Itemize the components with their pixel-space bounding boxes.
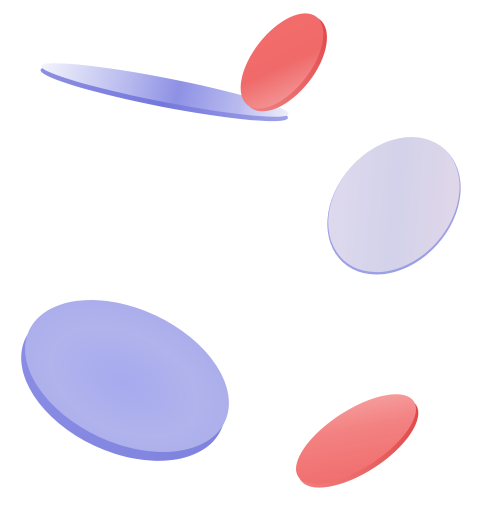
upper-red-disc xyxy=(240,13,327,112)
large-blue-disc xyxy=(21,300,229,461)
long-blue-disc xyxy=(40,63,289,122)
lavender-disc xyxy=(327,137,461,275)
lower-red-disc xyxy=(296,394,419,488)
